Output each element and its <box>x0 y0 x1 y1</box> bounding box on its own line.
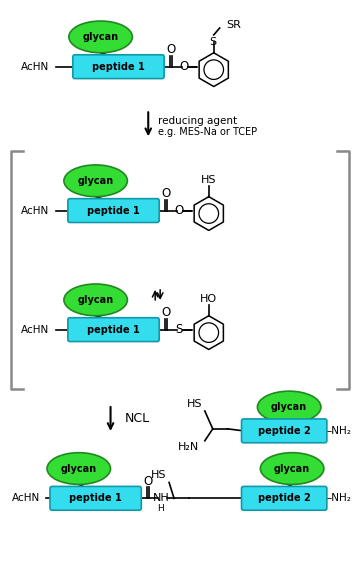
Text: AcHN: AcHN <box>12 493 40 503</box>
FancyBboxPatch shape <box>242 419 327 443</box>
Text: O: O <box>144 475 153 488</box>
Ellipse shape <box>64 284 127 316</box>
Text: SR: SR <box>227 20 242 30</box>
Text: glycan: glycan <box>82 32 119 42</box>
Text: reducing agent: reducing agent <box>158 116 237 126</box>
Ellipse shape <box>64 165 127 197</box>
Text: NH: NH <box>153 493 170 503</box>
Text: glycan: glycan <box>61 463 97 473</box>
Text: –NH₂: –NH₂ <box>326 426 351 436</box>
Text: O: O <box>162 306 171 319</box>
FancyBboxPatch shape <box>242 486 327 510</box>
Text: HS: HS <box>150 471 166 480</box>
Text: AcHN: AcHN <box>21 62 49 72</box>
Text: HO: HO <box>200 294 217 304</box>
Text: H₂N: H₂N <box>177 442 199 452</box>
Text: O: O <box>162 187 171 200</box>
Text: HS: HS <box>201 175 216 185</box>
Text: peptide 2: peptide 2 <box>258 426 311 436</box>
Ellipse shape <box>47 453 111 484</box>
Text: glycan: glycan <box>78 176 114 186</box>
Ellipse shape <box>69 21 132 53</box>
FancyBboxPatch shape <box>50 486 141 510</box>
Text: peptide 2: peptide 2 <box>258 493 311 503</box>
Text: O: O <box>166 44 176 57</box>
Text: S: S <box>209 37 216 47</box>
Text: peptide 1: peptide 1 <box>69 493 122 503</box>
Text: H: H <box>157 504 163 513</box>
Text: peptide 1: peptide 1 <box>87 325 140 334</box>
Text: e.g. MES-Na or TCEP: e.g. MES-Na or TCEP <box>158 127 257 137</box>
Text: AcHN: AcHN <box>21 206 49 216</box>
Ellipse shape <box>260 453 324 484</box>
Text: glycan: glycan <box>78 295 114 305</box>
Text: glycan: glycan <box>274 463 310 473</box>
FancyBboxPatch shape <box>73 55 164 79</box>
Text: peptide 1: peptide 1 <box>87 206 140 216</box>
Text: O: O <box>179 60 189 73</box>
Text: HS: HS <box>187 399 203 409</box>
FancyBboxPatch shape <box>68 199 159 223</box>
Text: O: O <box>174 204 184 217</box>
Text: –NH₂: –NH₂ <box>326 493 351 503</box>
Text: AcHN: AcHN <box>21 325 49 334</box>
Text: peptide 1: peptide 1 <box>92 62 145 72</box>
FancyBboxPatch shape <box>68 318 159 341</box>
Text: glycan: glycan <box>271 402 307 412</box>
Text: S: S <box>175 323 183 336</box>
Ellipse shape <box>257 391 321 423</box>
Text: NCL: NCL <box>125 412 149 425</box>
